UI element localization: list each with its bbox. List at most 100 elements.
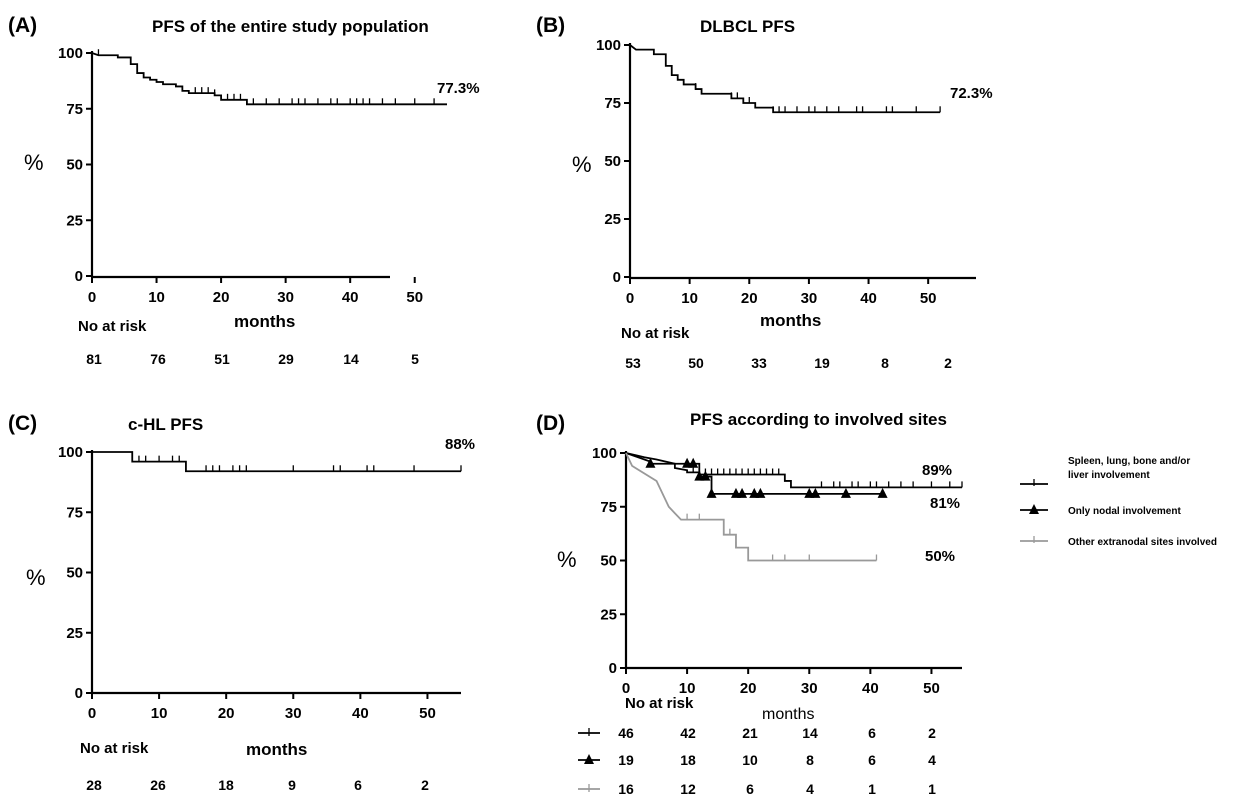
panel-a-ylabel: %: [24, 150, 44, 175]
panel-d: (D) PFS according to involved sites % mo…: [536, 410, 1217, 797]
panel-d-risk-value: 4: [928, 752, 936, 768]
panel-d-series-1-triangle-marker: [755, 487, 766, 498]
panel-c-risk-value: 18: [218, 777, 234, 793]
panel-c-x-tick-label: 20: [218, 705, 235, 722]
panel-c-y-tick-label: 100: [58, 444, 83, 461]
panel-a-title: PFS of the entire study population: [152, 17, 429, 36]
panel-b-xlabel: months: [760, 311, 821, 330]
panel-d-series-2-line: [625, 452, 877, 562]
panel-c-x-tick-label: 10: [151, 705, 168, 722]
panel-b-end-label: 72.3%: [950, 85, 993, 102]
panel-d-end-label-1: 89%: [922, 462, 952, 479]
panel-d-legend: Spleen, lung, bone and/or liver involvem…: [1020, 456, 1217, 548]
panel-d-risk-value: 14: [802, 725, 818, 741]
legend-item-0-label: liver involvement: [1068, 470, 1150, 481]
panel-b-x-tick-label: 40: [860, 290, 877, 307]
panel-d-letter: (D): [536, 412, 565, 435]
panel-a-end-label: 77.3%: [437, 80, 480, 97]
panel-c-x-tick-label: 0: [88, 705, 96, 722]
panel-a-xlabel: months: [234, 312, 295, 331]
panel-d-y-tick-label: 0: [609, 660, 617, 677]
panel-b-risk-header: No at risk: [621, 325, 690, 342]
panel-b-series-0-line: [629, 44, 941, 114]
panel-d-x-tick-label: 30: [801, 680, 818, 697]
panel-d-risk: 46 42 21 14 6 2 19 18 10 8 6 4 16 12 6 4 1 1: [578, 725, 936, 797]
panel-d-risk-value: 8: [806, 752, 814, 768]
panel-d-risk-value: 6: [868, 725, 876, 741]
panel-d-end-label-3: 50%: [925, 548, 955, 565]
panel-d-end-label-2: 81%: [930, 495, 960, 512]
panel-b-letter: (B): [536, 14, 565, 37]
panel-a-x-tick-label: 30: [277, 289, 294, 306]
panel-b: (B) DLBCL PFS % months 72.3% No at risk …: [536, 14, 993, 371]
panel-d-risk-value: 6: [868, 752, 876, 768]
panel-c-risk-value: 9: [288, 777, 296, 793]
panel-a: (A) PFS of the entire study population %…: [8, 14, 480, 367]
panel-d-risk-header: No at risk: [625, 695, 694, 712]
panel-a-y-tick-label: 0: [75, 268, 83, 285]
panel-b-y-tick-label: 25: [604, 211, 621, 228]
panel-a-risk-value: 51: [214, 351, 230, 367]
panel-a-x-tick-label: 40: [342, 289, 359, 306]
panel-b-risk-value: 2: [944, 355, 952, 371]
panel-b-risk-value: 50: [688, 355, 704, 371]
panel-a-risk-value: 14: [343, 351, 359, 367]
panel-d-title: PFS according to involved sites: [690, 410, 947, 429]
panel-b-risk-value: 19: [814, 355, 830, 371]
panel-d-risk-value: 16: [618, 781, 634, 797]
panel-d-risk-value: 21: [742, 725, 758, 741]
panel-a-risk-value: 29: [278, 351, 294, 367]
panel-d-series-1-triangle-marker: [737, 487, 748, 498]
panel-c-x-tick-label: 40: [352, 705, 369, 722]
panel-c-y-tick-label: 50: [66, 565, 83, 582]
panel-c-risk-value: 26: [150, 777, 166, 793]
panel-d-x-tick-label: 50: [923, 680, 940, 697]
panel-a-risk-header: No at risk: [78, 318, 147, 335]
panel-d-series-1-triangle-marker: [688, 457, 699, 468]
panel-d-series-1-triangle-marker: [840, 487, 851, 498]
panel-c-risk-header: No at risk: [80, 740, 149, 757]
panel-b-x-tick-label: 0: [626, 290, 634, 307]
panel-c-x-tick-label: 50: [419, 705, 436, 722]
panel-d-x-tick-label: 40: [862, 680, 879, 697]
panel-b-y-tick-label: 100: [596, 37, 621, 54]
panel-b-x-tick-label: 10: [681, 290, 698, 307]
panel-c-letter: (C): [8, 412, 37, 435]
legend-item-0-label: Spleen, lung, bone and/or: [1068, 456, 1190, 467]
panel-d-plot: 0 25 50 75 100 0 10 20 30 40 50: [592, 445, 963, 697]
panel-d-risk-value: 1: [928, 781, 936, 797]
panel-b-risk: 53 50 33 19 8 2: [625, 355, 952, 371]
panel-d-risk-value: 19: [618, 752, 634, 768]
panel-b-y-tick-label: 0: [613, 269, 621, 286]
panel-d-y-tick-label: 75: [600, 499, 617, 516]
panel-a-y-tick-label: 50: [66, 157, 83, 174]
panel-a-risk: 81 76 51 29 14 5: [86, 351, 419, 367]
panel-a-x-tick-label: 50: [406, 289, 423, 306]
panel-c-risk: 28 26 18 9 6 2: [86, 777, 429, 793]
panel-d-y-tick-label: 25: [600, 606, 617, 623]
panel-c-series-0-line: [92, 451, 461, 473]
panel-a-risk-value: 5: [411, 351, 419, 367]
panel-b-risk-value: 53: [625, 355, 641, 371]
panel-c-end-label: 88%: [445, 436, 475, 453]
panel-b-x-tick-label: 20: [741, 290, 758, 307]
panel-d-series-1-triangle-marker: [700, 470, 711, 481]
panel-a-y-tick-label: 25: [66, 212, 83, 229]
panel-a-x-tick-label: 20: [213, 289, 230, 306]
panel-a-risk-value: 81: [86, 351, 102, 367]
panel-b-risk-value: 33: [751, 355, 767, 371]
panel-c-y-tick-label: 25: [66, 625, 83, 642]
panel-d-y-tick-label: 50: [600, 553, 617, 570]
panel-a-x-tick-label: 0: [88, 289, 96, 306]
panel-a-risk-value: 76: [150, 351, 166, 367]
panel-c: (C) c-HL PFS % months 88% No at risk 025…: [8, 412, 475, 793]
legend-item-1-triangle-icon: [1029, 504, 1039, 514]
panel-a-letter: (A): [8, 14, 37, 37]
panel-d-x-tick-label: 20: [740, 680, 757, 697]
panel-d-series-1-triangle-marker: [645, 457, 656, 468]
panel-a-x-tick-label: 10: [148, 289, 165, 306]
panel-b-plot: 0 25 50 75 100 0 10 20 30 40 50: [596, 37, 976, 307]
panel-d-risk-value: 18: [680, 752, 696, 768]
panel-d-risk-value: 42: [680, 725, 696, 741]
